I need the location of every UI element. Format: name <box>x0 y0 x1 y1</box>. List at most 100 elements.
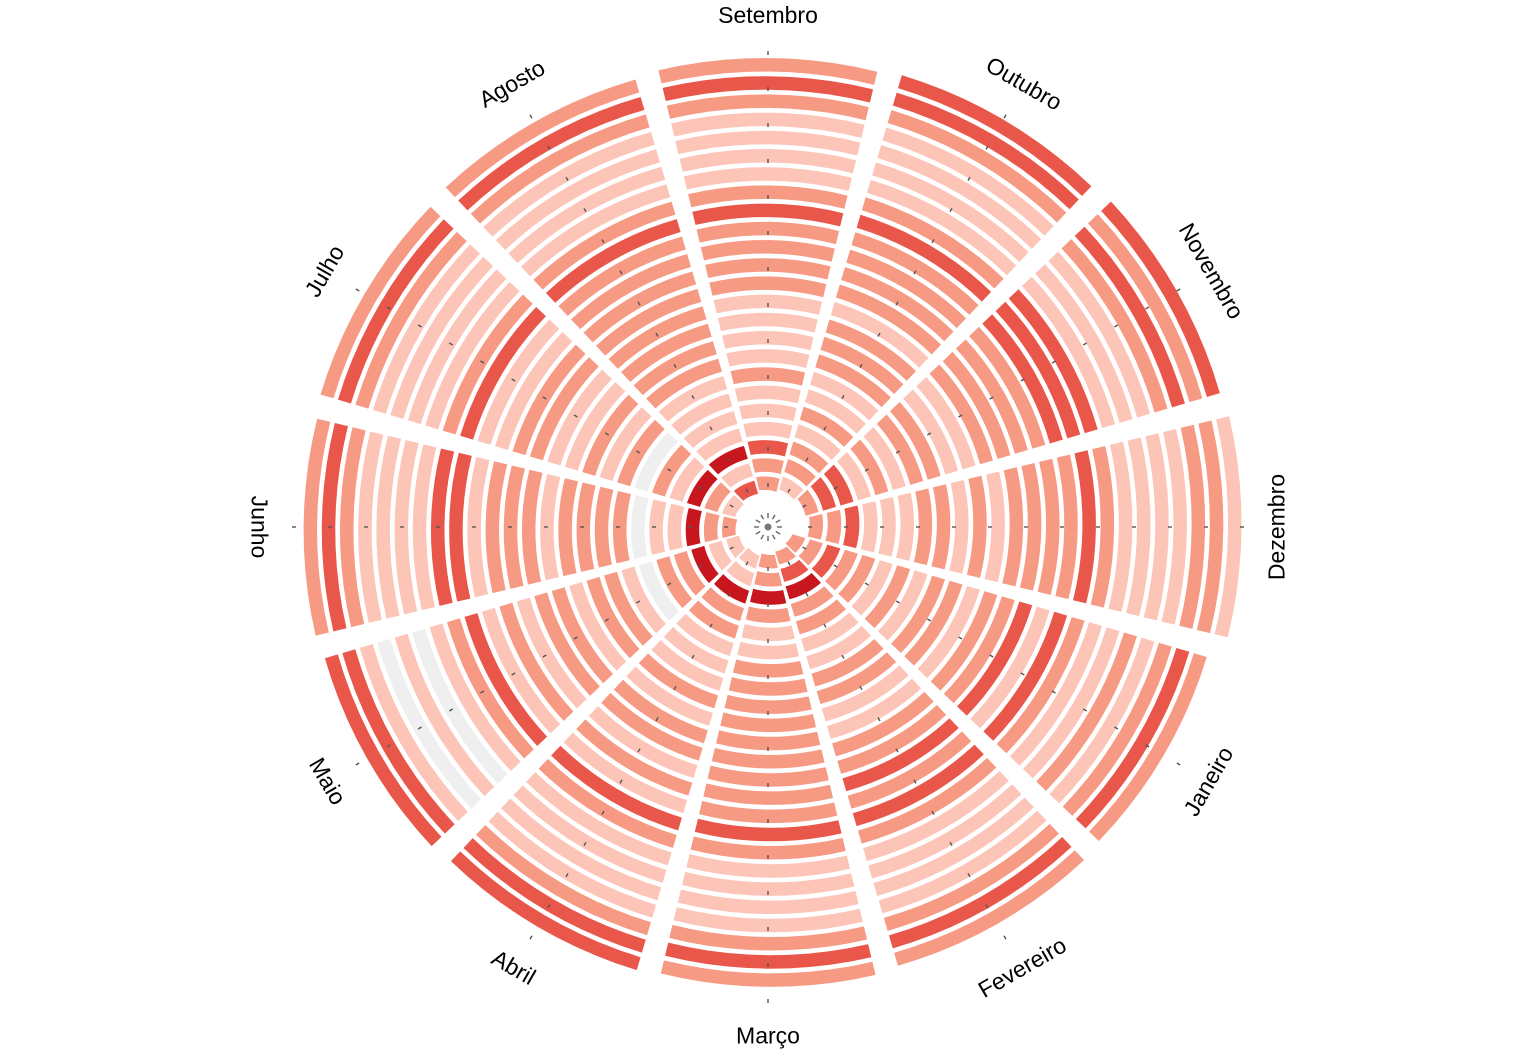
month-tick <box>1082 342 1088 346</box>
spiral-cell <box>904 580 963 666</box>
spiral-cell <box>339 427 366 628</box>
center-tick <box>760 514 765 520</box>
spiral-cell <box>1055 454 1078 600</box>
spiral-cell <box>903 389 959 475</box>
spiral-cell <box>547 369 612 466</box>
spiral-cell <box>558 236 686 316</box>
spiral-cell <box>390 256 494 419</box>
spiral-cell <box>599 407 652 481</box>
spiral-cell <box>447 618 534 759</box>
month-tick <box>698 564 703 568</box>
month-label: Julho <box>299 241 349 302</box>
spiral-cell <box>1008 289 1098 434</box>
spiral-cell <box>355 231 467 409</box>
spiral-cell <box>1090 446 1115 608</box>
month-ticks <box>292 51 1244 1003</box>
spiral-cell <box>604 571 653 646</box>
month-tick <box>833 564 838 568</box>
spiral-cell <box>634 432 678 492</box>
spiral-cell <box>758 553 778 569</box>
spiral-cell <box>863 427 906 491</box>
spiral-cell <box>320 206 441 399</box>
month-tick <box>931 239 935 244</box>
spiral-cell <box>868 784 1022 879</box>
spiral-cell <box>696 428 743 462</box>
spiral-cell <box>797 489 819 516</box>
spiral-cell <box>847 731 972 809</box>
spiral-cell <box>785 573 821 600</box>
month-tick <box>958 414 963 418</box>
spiral-cell <box>570 254 691 330</box>
spiral-cell <box>394 633 495 797</box>
month-tick <box>989 654 994 658</box>
spiral-cell <box>558 478 579 577</box>
spiral-cell <box>594 486 614 568</box>
month-tick <box>386 744 391 748</box>
spiral-cell <box>863 771 1009 862</box>
month-tick <box>583 841 587 847</box>
spiral-cell <box>877 570 928 641</box>
spiral-cell <box>722 516 738 538</box>
month-tick <box>859 685 863 691</box>
spiral-cell <box>873 797 1034 896</box>
spiral-cell <box>303 418 331 636</box>
spiral-cell <box>1049 637 1155 804</box>
spiral-cell <box>683 167 852 192</box>
month-label: Fevereiro <box>974 932 1071 1003</box>
spiral-cell <box>685 507 702 547</box>
spiral-cell <box>576 719 693 796</box>
spiral-cell <box>811 639 884 687</box>
spiral-cell <box>582 394 639 476</box>
spiral-cell <box>526 772 672 866</box>
spiral-cell <box>663 626 729 674</box>
spiral-cell <box>837 452 871 501</box>
spiral-cell <box>516 597 587 709</box>
spiral-cell <box>534 592 600 696</box>
spiral-cell <box>694 818 842 842</box>
spiral-cell <box>485 461 508 594</box>
spiral-cell <box>716 730 821 751</box>
month-tick <box>949 841 953 847</box>
spiral-cell <box>877 144 1042 249</box>
spiral-cell <box>631 495 649 560</box>
center-tick <box>755 519 761 524</box>
month-tick <box>1082 708 1088 712</box>
spiral-cell <box>1074 226 1185 408</box>
spiral-cell <box>470 114 650 224</box>
month-tick <box>542 654 547 658</box>
spiral-cell <box>801 612 859 652</box>
spiral-cell <box>821 665 909 722</box>
spiral-cell <box>376 435 402 619</box>
spiral-cell <box>1087 214 1203 403</box>
spiral-cell <box>1161 429 1187 625</box>
spiral-cell <box>686 854 851 878</box>
month-tick <box>691 654 695 659</box>
month-tick <box>386 306 391 310</box>
spiral-cell <box>720 712 817 733</box>
spiral-cell <box>638 561 680 621</box>
spiral-cell <box>737 641 800 660</box>
month-label: Agosto <box>474 54 549 112</box>
spiral-cell <box>734 385 801 404</box>
spiral-cell <box>861 197 1004 289</box>
spiral-cell <box>1126 437 1151 617</box>
spiral-cell <box>807 514 824 540</box>
month-tick <box>967 176 971 181</box>
month-tick <box>637 748 641 753</box>
spiral-cell <box>779 476 804 500</box>
center-tick <box>775 530 781 535</box>
spiral-cell <box>852 744 984 827</box>
spiral-cell <box>1062 642 1172 816</box>
month-tick <box>565 873 569 878</box>
spiral-cell <box>358 431 384 623</box>
month-tick <box>709 426 713 431</box>
month-tick <box>529 935 533 940</box>
month-tick <box>958 636 963 640</box>
month-tick <box>1051 690 1056 694</box>
spiral-cell <box>545 219 681 303</box>
spiral-cell <box>660 960 876 987</box>
spiral-cell <box>815 354 891 408</box>
month-tick <box>859 363 863 369</box>
spiral-cell <box>784 459 816 487</box>
spiral-cell <box>638 653 719 709</box>
